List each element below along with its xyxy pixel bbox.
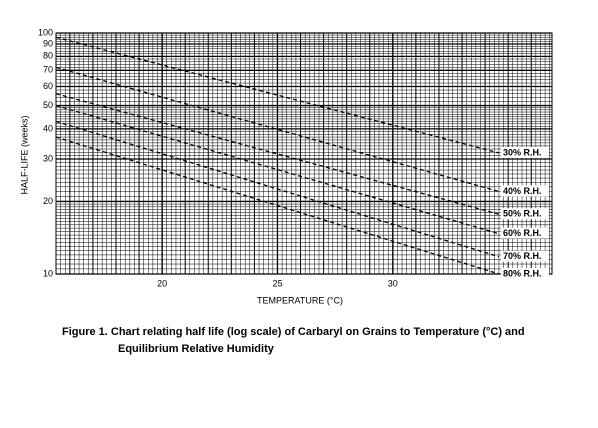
series-label: 40% R.H. xyxy=(503,186,542,196)
series-label: 30% R.H. xyxy=(503,147,542,157)
y-tick-label: 30 xyxy=(43,153,53,163)
caption-line: Figure 1. Chart relating half life (log … xyxy=(62,326,525,338)
label-bg xyxy=(500,268,549,279)
y-tick-label: 100 xyxy=(38,27,53,37)
series-label: 80% R.H. xyxy=(503,268,542,278)
series-line xyxy=(55,120,500,258)
y-tick-label: 90 xyxy=(43,38,53,48)
label-bg xyxy=(500,208,549,220)
y-tick-label: 50 xyxy=(43,100,53,110)
series-line xyxy=(55,36,500,154)
y-tick-label: 80 xyxy=(43,51,53,61)
x-tick-label: 25 xyxy=(272,278,282,288)
label-bg xyxy=(500,227,549,239)
y-tick-label: 10 xyxy=(43,268,53,278)
series-label: 70% R.H. xyxy=(503,251,542,261)
y-axis-label: HALF-LIFE (weeks) xyxy=(19,115,29,194)
x-tick-label: 20 xyxy=(157,278,167,288)
plot-area xyxy=(55,32,553,275)
y-tick-label: 70 xyxy=(43,65,53,75)
label-bg xyxy=(500,250,549,262)
series-label: 60% R.H. xyxy=(503,228,542,238)
label-bg xyxy=(500,185,549,197)
x-axis-label: TEMPERATURE (°C) xyxy=(257,295,343,305)
y-tick-label: 60 xyxy=(43,81,53,91)
label-bg xyxy=(500,146,549,158)
series-line xyxy=(55,136,500,275)
y-tick-label: 40 xyxy=(43,123,53,133)
series-label: 50% R.H. xyxy=(503,209,542,219)
y-tick-label: 20 xyxy=(43,196,53,206)
x-tick-label: 30 xyxy=(388,278,398,288)
caption-line: Equilibrium Relative Humidity xyxy=(118,343,275,355)
